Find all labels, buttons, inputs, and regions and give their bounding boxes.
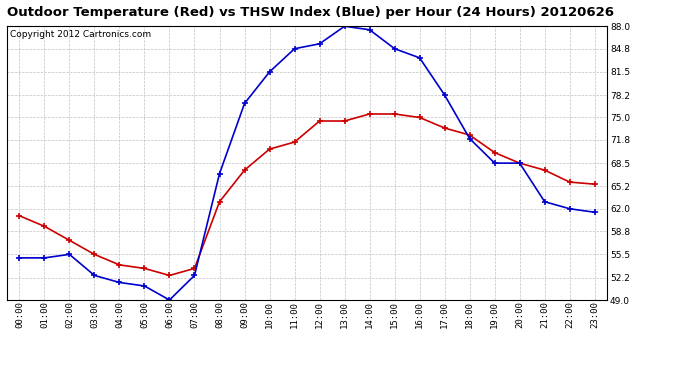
Text: Copyright 2012 Cartronics.com: Copyright 2012 Cartronics.com — [10, 30, 151, 39]
Text: Outdoor Temperature (Red) vs THSW Index (Blue) per Hour (24 Hours) 20120626: Outdoor Temperature (Red) vs THSW Index … — [7, 6, 614, 19]
